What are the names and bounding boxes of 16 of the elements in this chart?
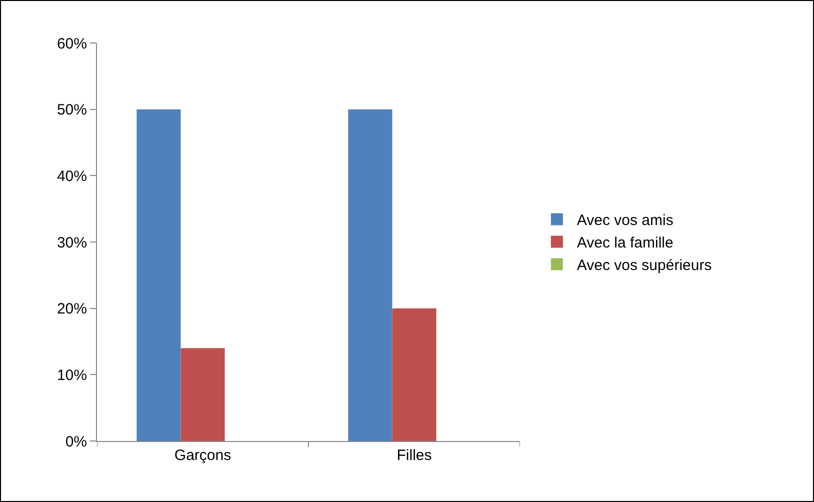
bar — [180, 348, 225, 441]
legend-label: Avec la famille — [576, 234, 674, 252]
bar — [348, 109, 392, 441]
y-tick-label: 20% — [56, 300, 87, 318]
y-tick-label: 30% — [56, 234, 87, 252]
y-tick-label: 40% — [56, 168, 87, 185]
y-tick-label: 0% — [65, 433, 87, 450]
x-tick-label: Filles — [396, 447, 432, 464]
bar — [392, 308, 436, 441]
y-tick-label: 10% — [56, 366, 87, 384]
x-tick-label: Garçons — [174, 447, 232, 464]
y-tick-label: 50% — [56, 102, 87, 119]
legend-label: Avec vos amis — [576, 212, 674, 230]
y-tick-label: 60% — [56, 35, 87, 52]
legend-label: Avec vos supérieurs — [576, 257, 712, 274]
bar — [136, 109, 181, 441]
